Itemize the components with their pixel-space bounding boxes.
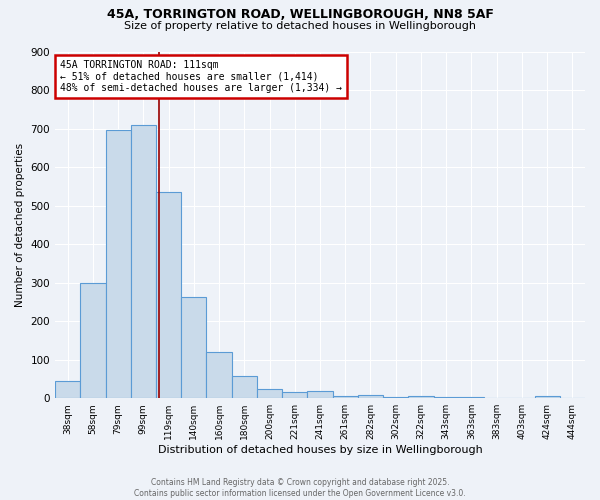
Bar (307, 392, 332, 398)
Bar (409, 396, 434, 398)
Text: Contains HM Land Registry data © Crown copyright and database right 2025.
Contai: Contains HM Land Registry data © Crown c… (134, 478, 466, 498)
Bar (232, 376, 257, 398)
Bar (434, 397, 459, 398)
Bar (80, 282, 106, 398)
Text: Size of property relative to detached houses in Wellingborough: Size of property relative to detached ho… (124, 21, 476, 31)
Bar (282, 392, 307, 398)
Bar (131, 124, 156, 398)
Bar (257, 388, 282, 398)
Bar (156, 192, 181, 398)
X-axis label: Distribution of detached houses by size in Wellingborough: Distribution of detached houses by size … (158, 445, 482, 455)
Bar (535, 396, 560, 398)
Y-axis label: Number of detached properties: Number of detached properties (15, 143, 25, 307)
Bar (206, 352, 232, 398)
Bar (383, 397, 409, 398)
Text: 45A TORRINGTON ROAD: 111sqm
← 51% of detached houses are smaller (1,414)
48% of : 45A TORRINGTON ROAD: 111sqm ← 51% of det… (61, 60, 343, 94)
Bar (332, 396, 358, 398)
Bar (181, 297, 206, 398)
Bar (358, 395, 383, 398)
Bar (106, 130, 131, 398)
Bar (55, 381, 80, 398)
Text: 45A, TORRINGTON ROAD, WELLINGBOROUGH, NN8 5AF: 45A, TORRINGTON ROAD, WELLINGBOROUGH, NN… (107, 8, 493, 20)
